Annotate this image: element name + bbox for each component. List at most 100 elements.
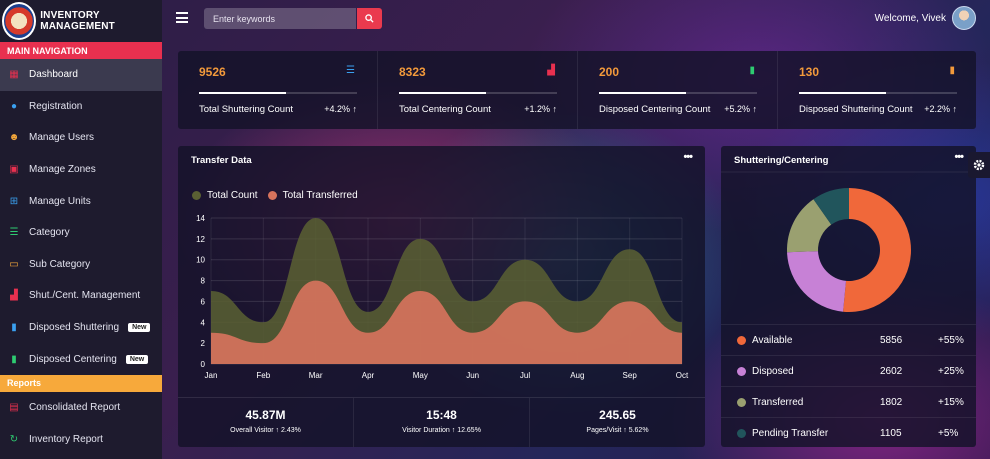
stat-value: 200 bbox=[599, 65, 620, 79]
footer-stat-label: Visitor Duration bbox=[402, 427, 450, 434]
search-input[interactable] bbox=[204, 8, 356, 29]
sidebar-item-manage-users[interactable]: ☻ Manage Users bbox=[0, 122, 162, 154]
legend-swatch bbox=[737, 335, 746, 345]
footer-stat-label: Overall Visitor bbox=[230, 427, 274, 434]
stats-card: 9526 ☰ Total Shuttering Count +4.2% ↑ 8323 ▟ T… bbox=[178, 51, 976, 129]
sidebar-item-label: Registration bbox=[29, 100, 83, 112]
stat-tile: 8323 ▟ Total Centering Count +1.2% ↑ bbox=[378, 51, 578, 129]
legend-change: +25% bbox=[938, 365, 964, 377]
footer-stat-value: 245.65 bbox=[599, 408, 636, 422]
x-tick-label: Mar bbox=[309, 371, 323, 380]
y-tick-label: 2 bbox=[201, 339, 206, 348]
arrow-up-icon: ↑ bbox=[349, 104, 357, 114]
legend-item[interactable]: Total Count bbox=[192, 190, 258, 201]
legend-label: Disposed bbox=[752, 365, 794, 377]
footer-stat-change: 2.43% bbox=[280, 427, 301, 434]
sidebar-item-label: Manage Zones bbox=[29, 164, 96, 176]
legend-label: Pending Transfer bbox=[752, 427, 829, 439]
sidebar-item-sub-category[interactable]: ▭ Sub Category bbox=[0, 249, 162, 281]
file-icon: ▤ bbox=[9, 402, 19, 414]
main-navigation-heading: MAIN NAVIGATION bbox=[0, 42, 162, 59]
x-tick-label: Feb bbox=[256, 371, 270, 380]
legend-change: +55% bbox=[938, 334, 964, 346]
stat-tile: 9526 ☰ Total Shuttering Count +4.2% ↑ bbox=[178, 51, 378, 129]
more-options-icon[interactable]: ••• bbox=[954, 151, 964, 163]
donut-legend: Available 5856 +55% Disposed 2602 +25% Transfe… bbox=[721, 324, 976, 448]
y-tick-label: 8 bbox=[201, 277, 206, 286]
menu-icon[interactable] bbox=[176, 12, 188, 26]
list-icon: ☰ bbox=[9, 227, 19, 239]
more-options-icon[interactable]: ••• bbox=[683, 151, 693, 163]
report-list: ▤ Consolidated Report ↻ Inventory Report bbox=[0, 392, 162, 455]
legend-label: Transferred bbox=[752, 396, 804, 408]
legend-swatch bbox=[192, 191, 201, 200]
trash-icon: ▮ bbox=[11, 322, 17, 334]
x-tick-label: Apr bbox=[362, 371, 375, 380]
map-icon: ▣ bbox=[9, 164, 19, 176]
x-tick-label: Jul bbox=[520, 371, 530, 380]
stat-progress-fill bbox=[199, 92, 286, 94]
nav-list: ▦ Dashboard ● Registration ☻ Manage Users ▣ Man… bbox=[0, 59, 162, 375]
donut-slice-disposed[interactable] bbox=[787, 251, 847, 312]
x-tick-label: Sep bbox=[623, 371, 638, 380]
stat-change: +2.2% ↑ bbox=[924, 104, 957, 115]
sidebar-item-disposed-shuttering[interactable]: ▮ Disposed Shuttering New bbox=[0, 312, 162, 344]
donut-chart bbox=[721, 171, 976, 312]
footer-stat-value: 15:48 bbox=[426, 408, 457, 422]
stat-row: Disposed Shuttering Count +2.2% ↑ bbox=[799, 104, 957, 115]
donut-slice-transferred[interactable] bbox=[787, 199, 832, 253]
sidebar: INVENTORY MANAGEMENT MAIN NAVIGATION ▦ Da… bbox=[0, 0, 162, 459]
logo[interactable] bbox=[2, 2, 37, 40]
stat-change-value: +5.2% bbox=[724, 104, 750, 114]
sidebar-item-manage-zones[interactable]: ▣ Manage Zones bbox=[0, 154, 162, 186]
sidebar-item-label: Sub Category bbox=[29, 258, 91, 270]
sidebar-item-disposed-centering[interactable]: ▮ Disposed Centering New bbox=[0, 343, 162, 375]
sidebar-item-label: Inventory Report bbox=[29, 433, 103, 445]
sitemap-icon: ⊞ bbox=[9, 195, 19, 207]
stat-progress-bar bbox=[199, 92, 357, 94]
shuttering-centering-card: Shuttering/Centering ••• Available 5856 +5… bbox=[721, 146, 976, 447]
arrow-up-icon: ↑ bbox=[949, 104, 957, 114]
sidebar-item-registration[interactable]: ● Registration bbox=[0, 91, 162, 123]
x-tick-label: Jun bbox=[466, 371, 479, 380]
y-tick-label: 4 bbox=[201, 318, 206, 327]
brand-name: INVENTORY MANAGEMENT bbox=[40, 10, 115, 32]
sidebar-item-category[interactable]: ☰ Category bbox=[0, 217, 162, 249]
list-icon: ☰ bbox=[346, 65, 355, 76]
stat-tile: 130 ▮ Disposed Shuttering Count +2.2% ↑ bbox=[778, 51, 977, 129]
shuttering-centering-title: Shuttering/Centering bbox=[734, 155, 829, 166]
transfer-area-chart: 0 2 4 6 8 10 12 14 Jan Feb Mar Apr May Jun Jul Aug Sep Oc… bbox=[196, 214, 689, 380]
footer-stat-label-row: Overall Visitor ↑ 2.43% bbox=[178, 427, 353, 434]
sidebar-item-dashboard[interactable]: ▦ Dashboard bbox=[0, 59, 162, 91]
donut-slice-available[interactable] bbox=[843, 188, 911, 312]
sidebar-item-consolidated-report[interactable]: ▤ Consolidated Report bbox=[0, 392, 162, 424]
legend-item[interactable]: Total Transferred bbox=[267, 190, 358, 201]
stat-progress-fill bbox=[799, 92, 886, 94]
legend-label: Total Count bbox=[207, 190, 258, 201]
stat-row: Total Centering Count +1.2% ↑ bbox=[399, 104, 557, 115]
new-badge: New bbox=[125, 354, 149, 364]
stat-row: Total Shuttering Count +4.2% ↑ bbox=[199, 104, 357, 115]
sidebar-item-manage-units[interactable]: ⊞ Manage Units bbox=[0, 185, 162, 217]
avatar[interactable] bbox=[952, 6, 976, 30]
legend-swatch bbox=[737, 428, 746, 438]
refresh-icon: ↻ bbox=[9, 433, 19, 445]
welcome-text: Welcome, Vivek bbox=[874, 13, 946, 24]
sidebar-item-label: Consolidated Report bbox=[29, 402, 121, 414]
donut-slice-pending-transfer[interactable] bbox=[813, 188, 849, 225]
footer-stat-value: 45.87M bbox=[245, 408, 286, 422]
legend-value: 1105 bbox=[880, 427, 902, 439]
stat-progress-bar bbox=[599, 92, 757, 94]
y-tick-label: 10 bbox=[196, 256, 205, 265]
sidebar-item-label: Manage Users bbox=[29, 132, 95, 144]
stat-change-value: +1.2% bbox=[524, 104, 550, 114]
search-button[interactable] bbox=[357, 8, 382, 29]
stat-change-value: +4.2% bbox=[324, 104, 350, 114]
sidebar-item-shut-cent-management[interactable]: ▟ Shut./Cent. Management bbox=[0, 280, 162, 312]
stat-progress-bar bbox=[399, 92, 557, 94]
sidebar-item-inventory-report[interactable]: ↻ Inventory Report bbox=[0, 424, 162, 456]
settings-button[interactable] bbox=[968, 152, 990, 178]
user-circle-icon: ● bbox=[10, 100, 18, 112]
legend-swatch bbox=[737, 397, 746, 407]
donut-legend-row: Transferred 1802 +15% bbox=[721, 386, 976, 417]
